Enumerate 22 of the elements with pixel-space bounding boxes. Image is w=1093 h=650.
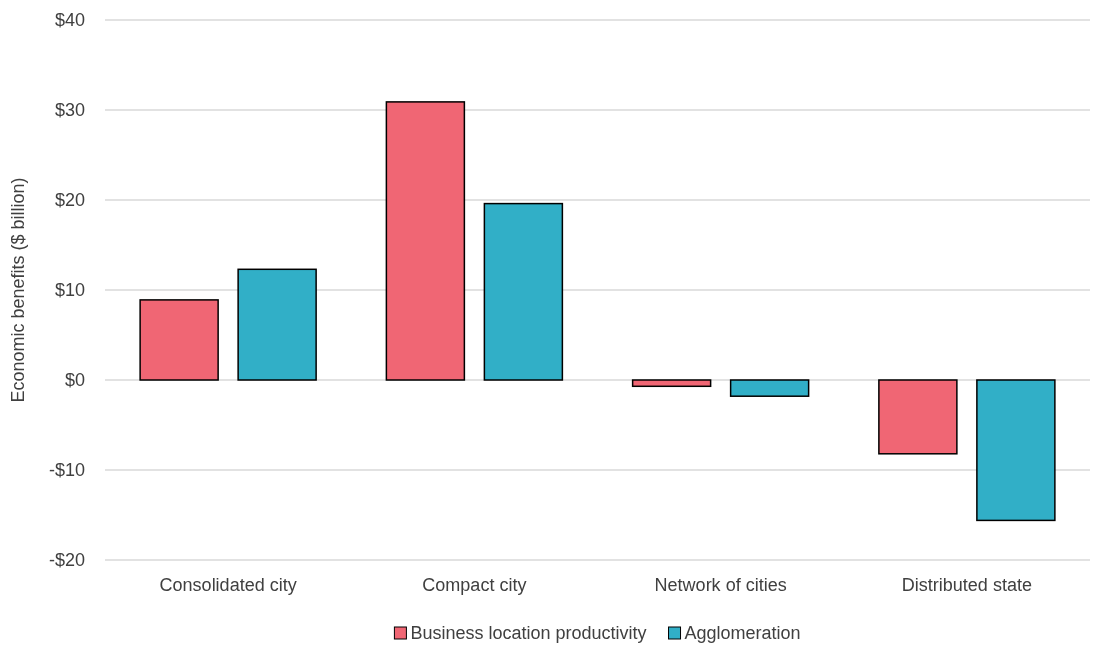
y-tick-label: -$10 [48, 460, 85, 481]
bar [976, 379, 1056, 522]
y-tick-label: $30 [54, 100, 85, 121]
y-axis-title: Economic benefits ($ billion) [8, 177, 28, 403]
y-tick-label: -$20 [48, 550, 85, 571]
legend-label: Business location productivity [410, 623, 647, 643]
y-tick-label: $40 [54, 10, 85, 31]
x-tick-label: Network of cities [654, 574, 787, 595]
y-tick-label: $20 [54, 190, 85, 211]
bar [878, 379, 958, 455]
x-tick-label: Compact city [422, 574, 527, 595]
bar [631, 379, 712, 388]
y-tick-label: $0 [64, 370, 85, 391]
y-tick-label: $10 [54, 280, 85, 301]
bar [139, 299, 219, 381]
bar [385, 101, 466, 381]
x-tick-label: Consolidated city [159, 574, 297, 595]
bar [237, 268, 317, 381]
legend-label: Agglomeration [684, 623, 801, 643]
x-tick-label: Distributed state [901, 574, 1032, 595]
bar [483, 202, 564, 381]
bar [729, 379, 810, 397]
